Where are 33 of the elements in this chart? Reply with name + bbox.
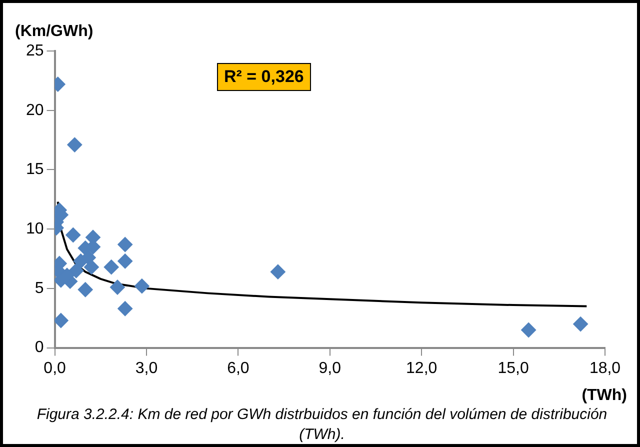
text: Figura 3.2.2.4: Km de red por GWh distrbuidos en función del volúmen de distribución (TWh). xyxy=(36,405,608,445)
y-tick-label: 10 xyxy=(26,220,44,238)
point xyxy=(66,228,81,243)
x-tick-label: 0,0 xyxy=(44,360,66,377)
y-tick-label: 20 xyxy=(26,102,44,119)
point xyxy=(68,263,84,278)
y-tick-label: 15 xyxy=(26,161,44,178)
point xyxy=(118,301,133,316)
x-tick-label: 6,0 xyxy=(227,360,250,377)
point xyxy=(521,322,536,338)
annotation: R² = 0,326 xyxy=(217,63,311,91)
point xyxy=(134,278,150,294)
point xyxy=(67,137,82,152)
point xyxy=(73,254,88,269)
x-tick-label: 9,0 xyxy=(318,360,342,377)
point xyxy=(110,280,125,295)
x-tick-label: 18,0 xyxy=(589,360,621,377)
point xyxy=(84,260,99,275)
x-tick-label: 3,0 xyxy=(135,360,158,377)
y-tick-label: 0 xyxy=(34,339,44,356)
point xyxy=(270,264,286,280)
point xyxy=(54,312,68,328)
y-tick-label: 25 xyxy=(26,42,44,60)
point xyxy=(118,254,133,269)
y-axis-title: (Km/GWh) xyxy=(15,23,94,41)
point xyxy=(104,260,119,275)
x-axis-title: (TWh) xyxy=(582,387,627,405)
point xyxy=(118,237,133,252)
point xyxy=(573,316,588,332)
point xyxy=(78,282,93,298)
y-tick-label: 5 xyxy=(34,280,44,297)
x-tick-label: 12,0 xyxy=(406,360,438,377)
x-tick-label: 15,0 xyxy=(498,360,529,377)
